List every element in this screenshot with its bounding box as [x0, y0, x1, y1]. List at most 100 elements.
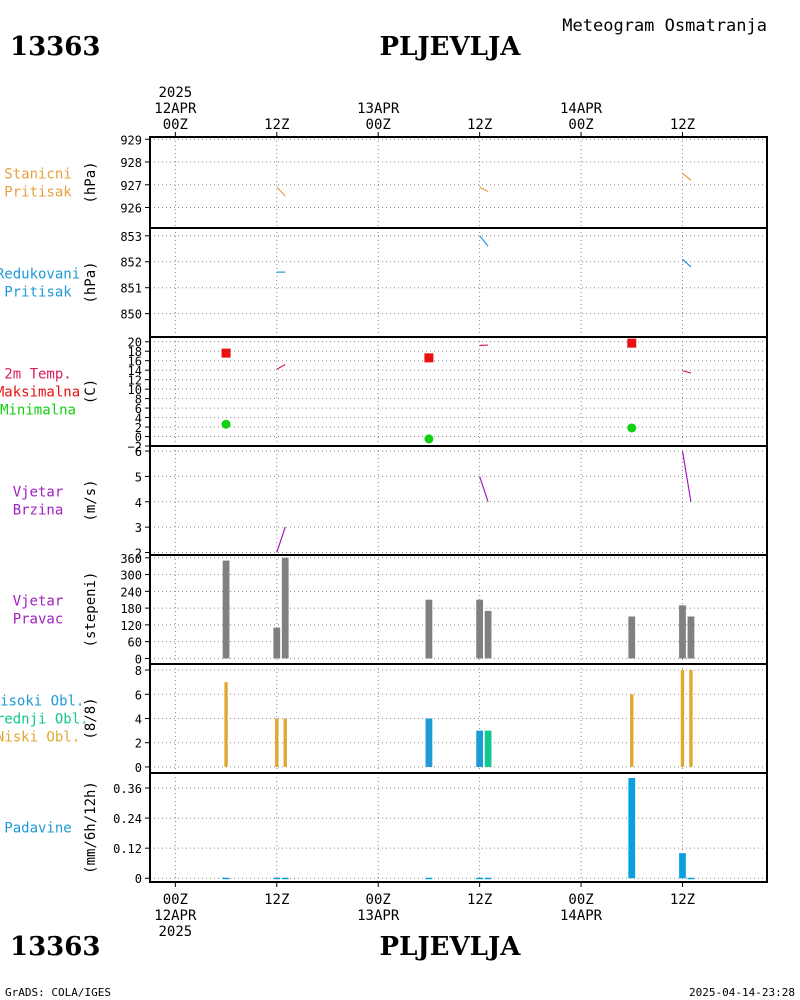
data-segment — [479, 186, 489, 193]
panel-precipitation: 0.36 0.24 0.12 0 (mm/6h/12h) Padavine — [4, 772, 768, 886]
data-bar — [679, 853, 686, 879]
y-tick-label: 0 — [135, 431, 142, 445]
unit-label: (hPa) — [83, 161, 99, 203]
y-tick-label: 5 — [135, 470, 142, 484]
bottom-time-label: 12APR — [154, 908, 197, 924]
top-time-label: 2025 — [158, 85, 192, 101]
data-bar — [679, 605, 686, 659]
data-bar — [273, 627, 281, 659]
top-time-label: 14APR — [560, 101, 603, 117]
panel-label: Pritisak — [4, 185, 72, 201]
data-bar — [275, 718, 279, 767]
y-tick-label: 10 — [128, 383, 142, 397]
panels-layer: 929 928 927 926 (hPa) Stanicni Pritisak 853 852 8… — [0, 133, 768, 886]
y-tick-label: 18 — [128, 345, 142, 359]
y-tick-label: 300 — [120, 569, 142, 583]
y-tick-label: 929 — [120, 133, 142, 147]
data-bar — [484, 877, 492, 880]
data-bar — [628, 616, 636, 659]
data-segment — [682, 258, 692, 268]
panel-station_pressure: 929 928 927 926 (hPa) Stanicni Pritisak — [4, 133, 768, 229]
data-bar — [484, 730, 492, 767]
y-tick-label: 4 — [135, 713, 142, 727]
station-id-footer: 13363 — [10, 932, 100, 962]
data-segment — [479, 476, 489, 502]
y-tick-label: 853 — [120, 230, 142, 244]
y-tick-label: 20 — [128, 336, 142, 350]
y-tick-label: 850 — [120, 308, 142, 322]
panel-label: 2m Temp. — [4, 367, 71, 383]
panel-label: Redukovani — [0, 267, 80, 283]
software-credit: GrADS: COLA/IGES — [5, 986, 111, 999]
y-tick-label: 12 — [128, 374, 142, 388]
data-bar — [687, 877, 695, 880]
y-tick-label: 926 — [120, 202, 142, 216]
unit-label: (8/8) — [83, 697, 99, 739]
station-name-footer: PLJEVLJA — [380, 932, 522, 962]
data-segment — [276, 363, 286, 370]
y-tick-label: 6 — [135, 445, 142, 459]
y-tick-label: 4 — [135, 412, 142, 426]
y-tick-label: 927 — [120, 179, 142, 193]
y-tick-label: 0 — [135, 652, 142, 666]
unit-label: (m/s) — [83, 479, 99, 521]
data-segment — [682, 370, 692, 374]
bottom-time-label: 12Z — [264, 892, 289, 908]
panel-reduced_pressure: 853 852 851 850 (hPa)Redukovani Pritisak — [0, 227, 768, 338]
data-bar — [222, 877, 230, 880]
data-segment — [681, 450, 692, 502]
data-bar — [687, 616, 695, 659]
panel-label: Pravac — [13, 612, 64, 628]
y-tick-label: 3 — [135, 521, 142, 535]
y-tick-label: 0 — [135, 761, 142, 775]
panel-label: Visoki Obl. — [0, 694, 84, 710]
y-tick-label: 0 — [135, 872, 142, 886]
y-tick-label: 360 — [120, 552, 142, 566]
tmin-marker — [424, 434, 434, 444]
y-tick-label: 2 — [135, 546, 142, 560]
y-tick-label: 928 — [120, 156, 142, 170]
data-bar — [630, 694, 634, 767]
panel-label: Stanicni — [4, 167, 71, 183]
data-segment — [682, 172, 692, 181]
data-bar — [680, 670, 685, 767]
data-bar — [476, 599, 484, 659]
top-time-label: 12Z — [467, 117, 492, 133]
panel-label: Niski Obl. — [0, 730, 80, 746]
top-time-label: 00Z — [163, 117, 188, 133]
data-bar — [283, 718, 287, 767]
panel-clouds: 8 6 4 2 0 (8/8)Visoki Obl. Srednji Obl. Niski O… — [0, 663, 768, 775]
panel-label: Maksimalna — [0, 385, 80, 401]
panel-label: Padavine — [4, 821, 71, 837]
top-time-label: 12Z — [264, 117, 289, 133]
data-bar — [628, 778, 636, 879]
data-bar — [273, 877, 281, 880]
top-time-label: 12Z — [670, 117, 695, 133]
unit-label: (stepeni) — [83, 572, 99, 648]
tmax-marker — [424, 353, 434, 363]
y-tick-label: 2 — [135, 421, 142, 435]
unit-label: (hPa) — [83, 261, 99, 303]
bottom-time-label: 00Z — [163, 892, 188, 908]
tmin-marker — [627, 423, 637, 433]
bottom-time-label: 00Z — [366, 892, 391, 908]
tmin-marker — [221, 419, 231, 429]
y-tick-label: 240 — [120, 585, 142, 599]
top-time-label: 00Z — [568, 117, 593, 133]
data-segment — [479, 235, 489, 247]
bottom-time-label: 14APR — [560, 908, 603, 924]
data-bar — [224, 682, 228, 767]
data-bar — [425, 599, 433, 659]
bottom-time-label: 12Z — [467, 892, 492, 908]
data-bar — [281, 557, 289, 659]
data-bar — [425, 718, 433, 767]
bottom-time-label: 00Z — [568, 892, 593, 908]
y-tick-label: 0.12 — [113, 842, 142, 856]
station-name-header: PLJEVLJA — [380, 32, 522, 62]
panel-label: Minimalna — [0, 403, 76, 419]
bottom-time-label: 12Z — [670, 892, 695, 908]
y-tick-label: 852 — [120, 256, 142, 270]
